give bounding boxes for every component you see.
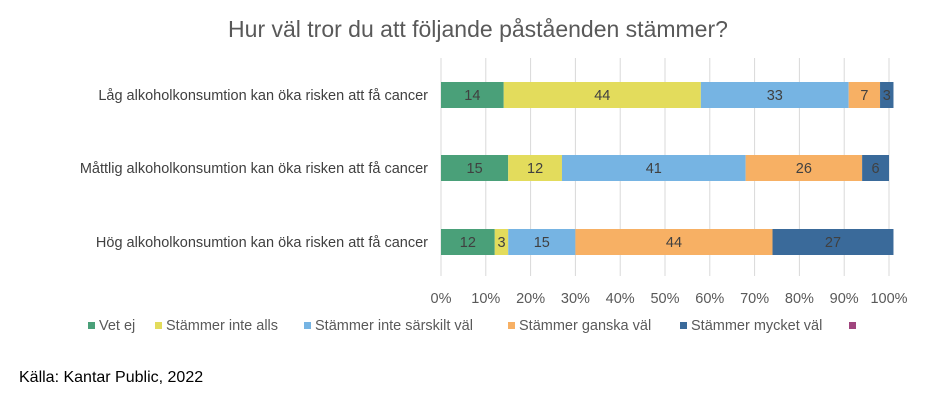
legend-marker xyxy=(155,322,162,329)
data-label: 44 xyxy=(594,88,610,104)
data-label: 6 xyxy=(872,161,880,177)
legend-marker xyxy=(849,322,856,329)
data-label: 41 xyxy=(646,161,662,177)
legend-marker xyxy=(304,322,311,329)
category-label: Måttlig alkoholkonsumtion kan öka risken… xyxy=(80,161,428,177)
x-tick-label: 100% xyxy=(870,291,907,307)
x-tick-labels: 0% 10% 20% 30% 40% 50% 60% 70% 80% 90% 100% xyxy=(431,291,908,307)
legend-label: Stämmer ganska väl xyxy=(519,318,651,334)
legend-marker xyxy=(680,322,687,329)
bar-segment xyxy=(561,155,746,181)
source-note: Källa: Kantar Public, 2022 xyxy=(19,369,204,386)
bar-segment xyxy=(508,229,576,255)
data-label: 33 xyxy=(767,88,783,104)
category-label: Låg alkoholkonsumtion kan öka risken att… xyxy=(98,88,428,104)
bars: 14 44 33 7 315 12 41 26 612 3 15 44 27 xyxy=(441,82,894,255)
x-tick-label: 20% xyxy=(516,291,545,307)
bar-segment xyxy=(848,82,881,108)
bar-segment xyxy=(494,229,509,255)
x-tick-label: 50% xyxy=(650,291,679,307)
data-label: 12 xyxy=(527,161,543,177)
bar-segment xyxy=(441,229,495,255)
data-label: 26 xyxy=(796,161,812,177)
x-tick-label: 10% xyxy=(471,291,500,307)
x-tick-label: 70% xyxy=(740,291,769,307)
data-label: 12 xyxy=(460,235,476,251)
category-labels: Låg alkoholkonsumtion kan öka risken att… xyxy=(80,88,428,251)
bar-segment xyxy=(575,229,773,255)
x-tick-label: 80% xyxy=(785,291,814,307)
bar-segment xyxy=(503,82,701,108)
legend-label: Stämmer inte särskilt väl xyxy=(315,318,473,334)
x-tick-label: 30% xyxy=(561,291,590,307)
data-label: 14 xyxy=(464,88,480,104)
bar-segment xyxy=(862,155,889,181)
bar-segment xyxy=(772,229,894,255)
legend-label: Stämmer inte alls xyxy=(166,318,278,334)
bar-segment xyxy=(700,82,849,108)
bar-segment xyxy=(441,82,504,108)
legend-marker xyxy=(88,322,95,329)
data-label: 15 xyxy=(534,235,550,251)
bar-segment xyxy=(745,155,863,181)
legend-label: Vet ej xyxy=(99,318,135,334)
chart-title: Hur väl tror du att följande påståenden … xyxy=(228,16,728,42)
x-tick-label: 0% xyxy=(431,291,452,307)
data-label: 27 xyxy=(825,235,841,251)
category-label: Hög alkoholkonsumtion kan öka risken att… xyxy=(96,235,428,251)
bar-segment xyxy=(508,155,562,181)
x-tick-label: 60% xyxy=(695,291,724,307)
bar-segment xyxy=(880,82,894,108)
legend-marker xyxy=(508,322,515,329)
legend: Vet ej Stämmer inte alls Stämmer inte särs… xyxy=(88,318,856,334)
legend-label: Stämmer mycket väl xyxy=(691,318,822,334)
data-label: 7 xyxy=(860,88,868,104)
bar-segment xyxy=(441,155,509,181)
data-label: 15 xyxy=(467,161,483,177)
x-tick-label: 90% xyxy=(830,291,859,307)
x-tick-label: 40% xyxy=(606,291,635,307)
data-label: 3 xyxy=(497,235,505,251)
data-label: 3 xyxy=(883,88,891,104)
data-label: 44 xyxy=(666,235,682,251)
